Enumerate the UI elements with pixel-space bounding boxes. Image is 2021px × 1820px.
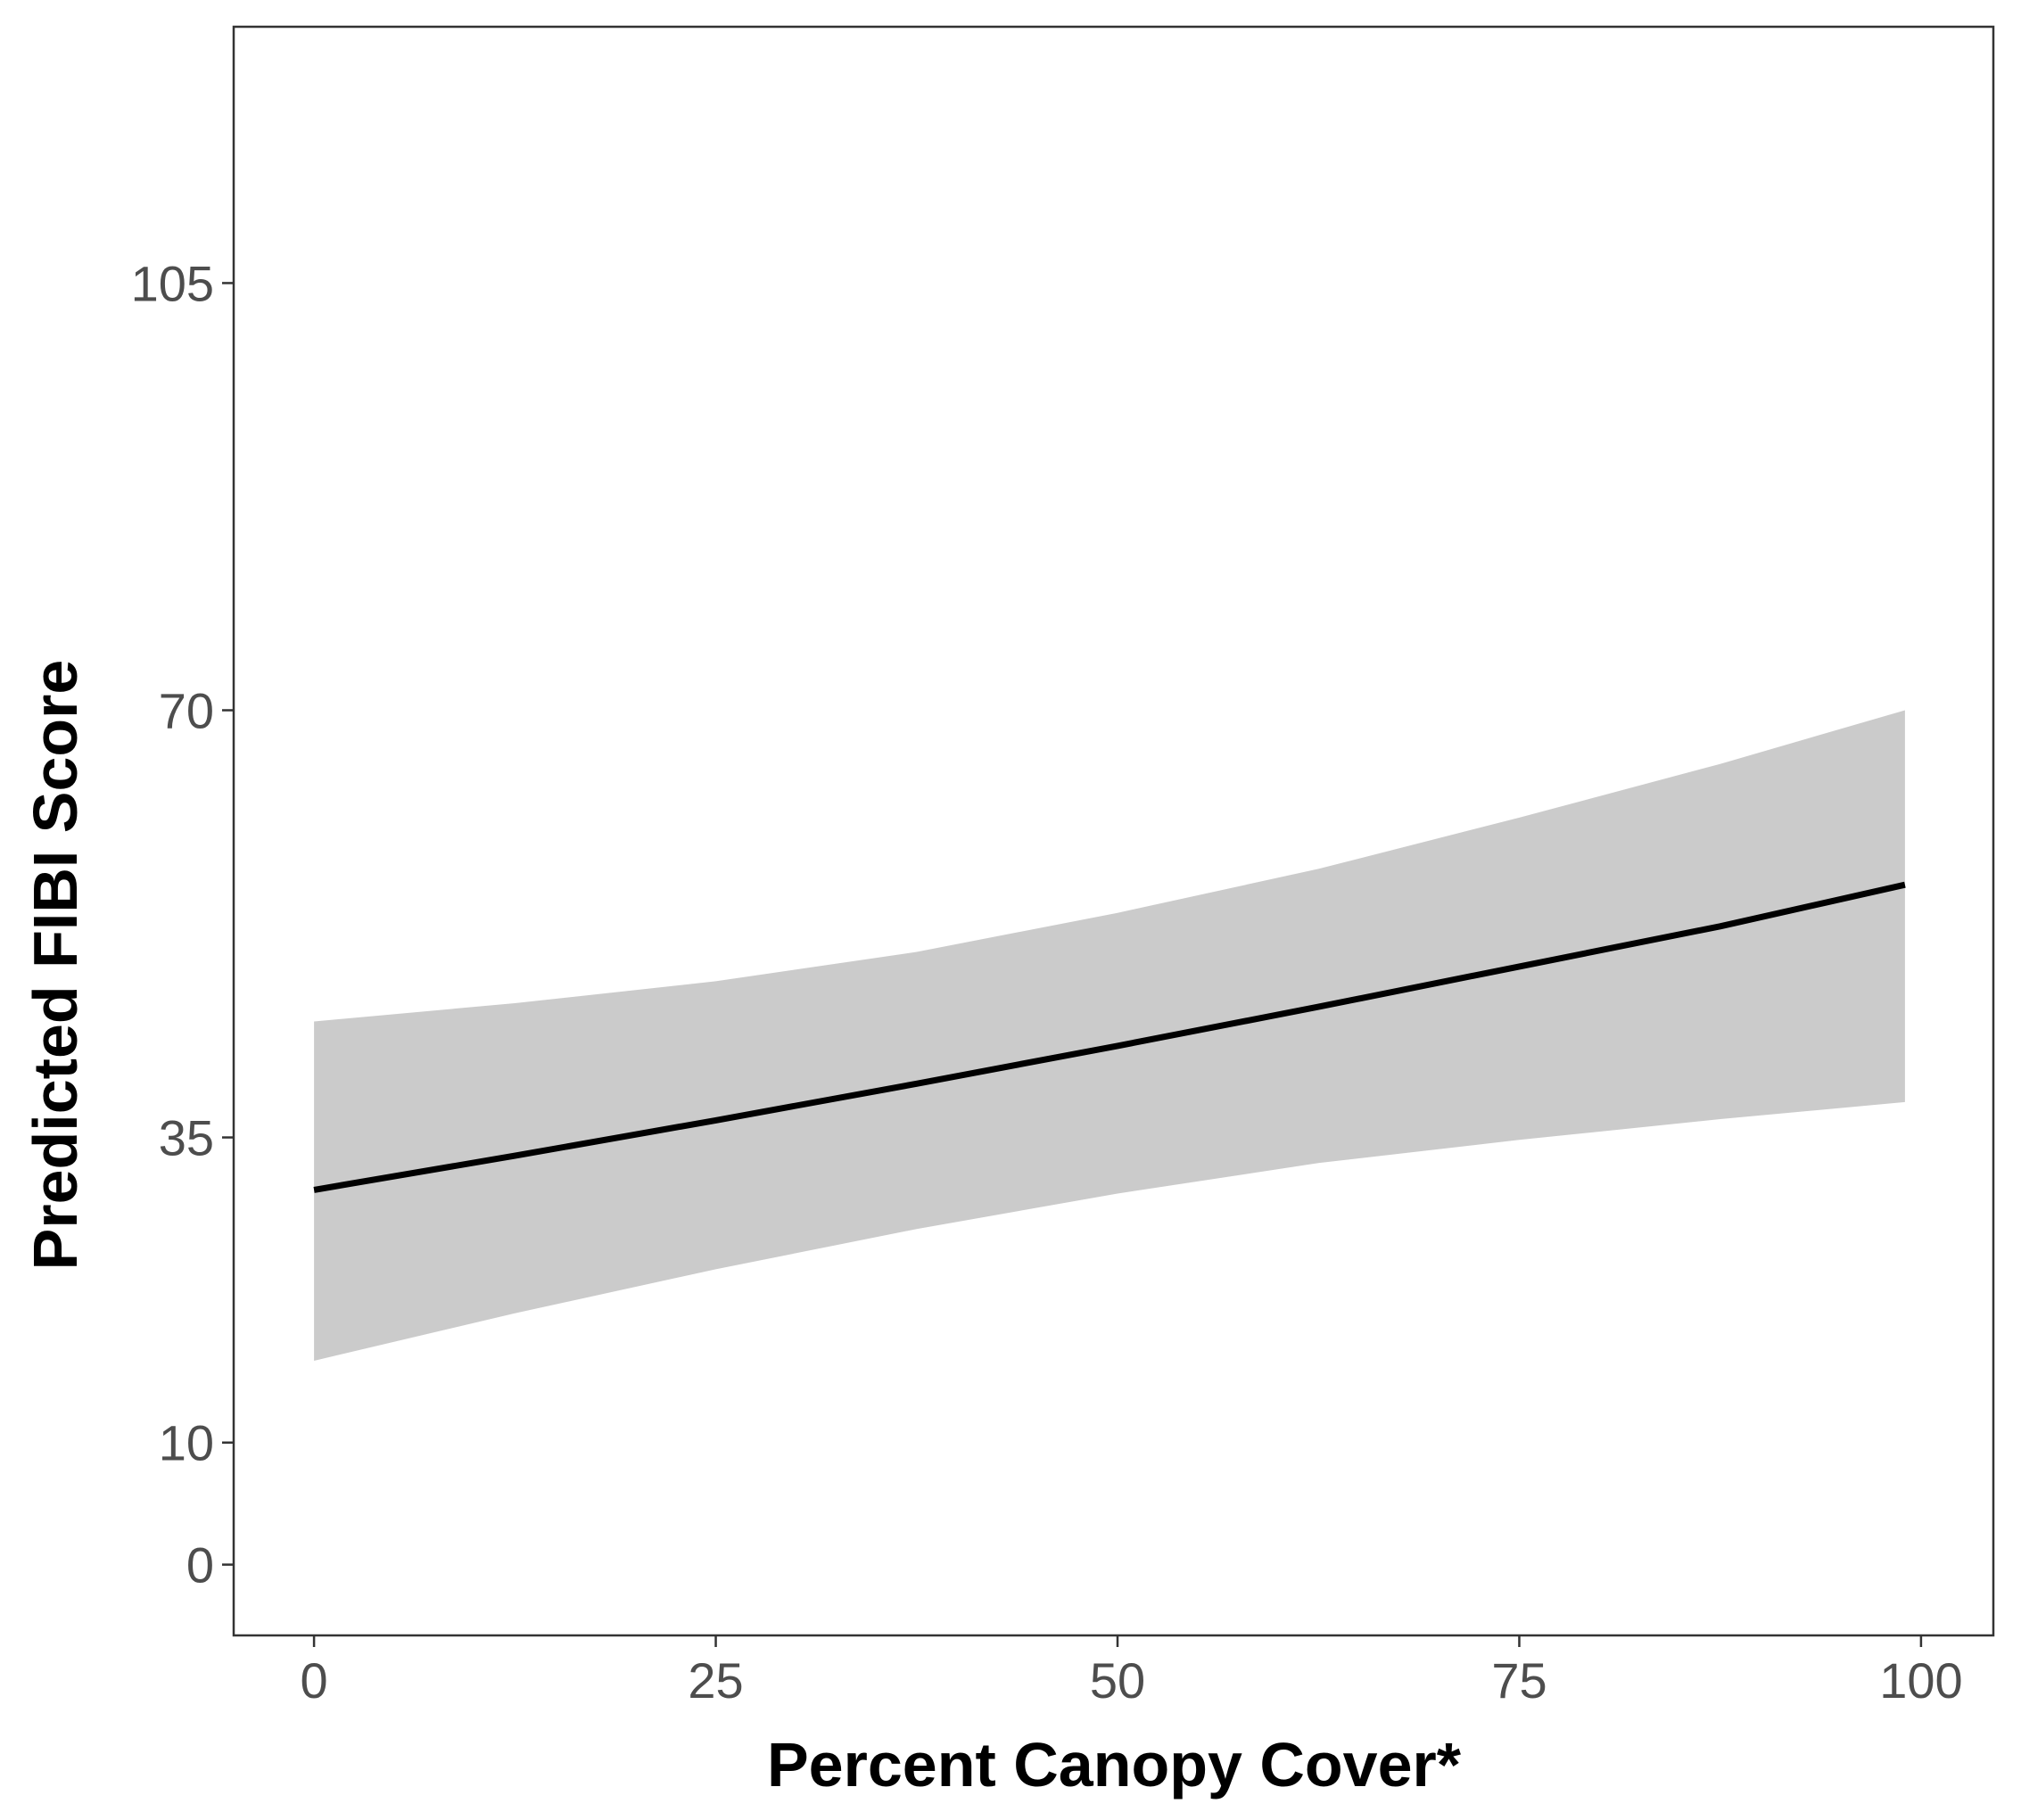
y-axis-title: Predicted FIBI Score [21, 660, 90, 1271]
plot-panel-border [232, 25, 1995, 1637]
x-tick-label: 75 [1491, 1652, 1547, 1709]
confidence-band-layer [314, 710, 1905, 1361]
x-tick-label: 100 [1879, 1652, 1962, 1709]
x-tick-label: 50 [1090, 1652, 1145, 1709]
y-tick-label: 10 [159, 1415, 214, 1471]
x-axis: 0 25 50 75 100 [301, 1635, 1963, 1709]
confidence-band [314, 710, 1905, 1361]
y-tick-label: 35 [159, 1110, 214, 1166]
y-tick-label: 0 [186, 1537, 214, 1594]
y-axis: 0 10 35 70 105 [131, 255, 234, 1594]
x-axis-title: Percent Canopy Cover* [767, 1730, 1462, 1799]
y-tick-label: 70 [159, 682, 214, 738]
x-tick-label: 25 [688, 1652, 743, 1709]
y-tick-label: 105 [131, 255, 214, 311]
fit-line [313, 881, 1906, 1193]
fit-line-layer [313, 881, 1906, 1193]
x-tick-label: 0 [301, 1652, 328, 1709]
